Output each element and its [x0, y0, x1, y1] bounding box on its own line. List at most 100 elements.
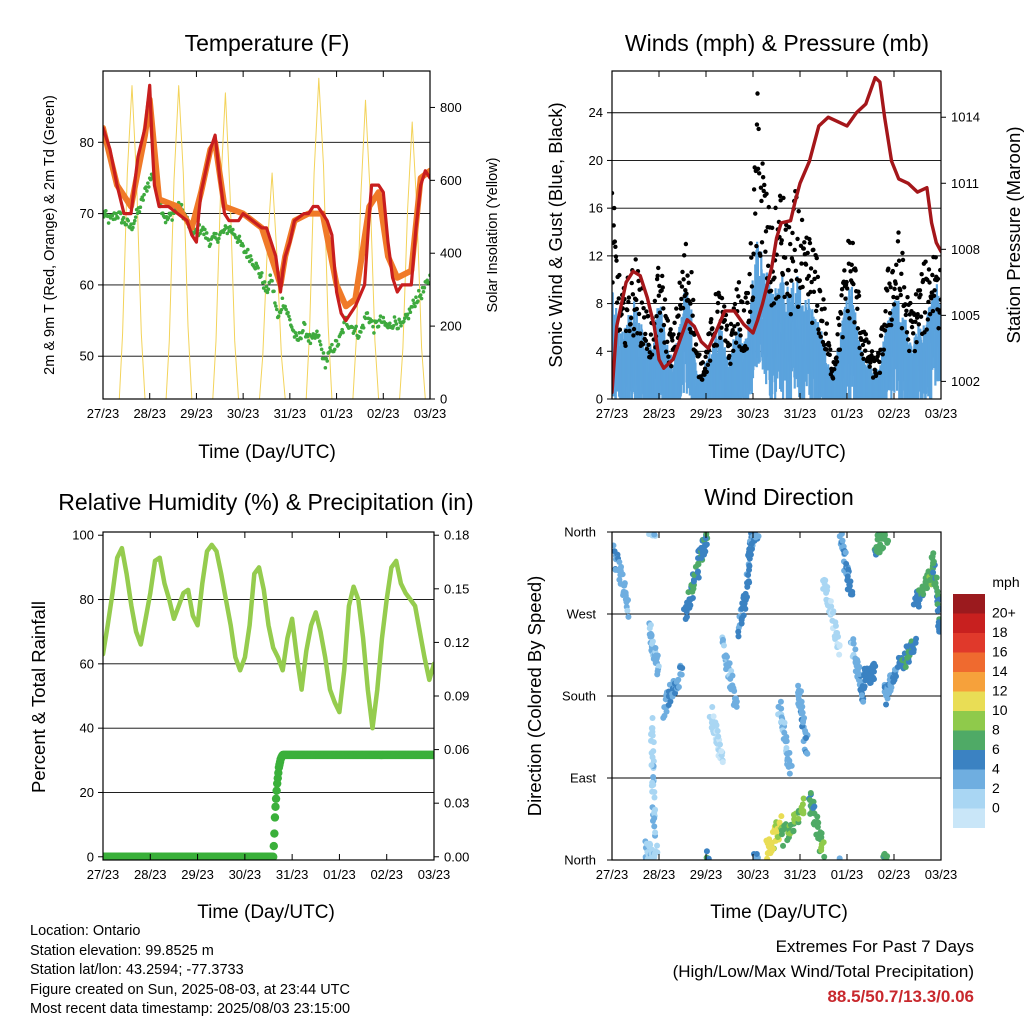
gust-dot	[895, 295, 900, 300]
legend-label: 16	[992, 644, 1008, 660]
chart-title: Wind Direction	[704, 484, 854, 510]
gust-dot	[803, 262, 809, 267]
wind-direction-panel: Wind Direction 27/23 28/23 29/23 30/23 31/23…	[524, 484, 1020, 923]
direction-dot	[778, 705, 785, 712]
direction-dot	[619, 571, 626, 578]
gust-dot	[623, 328, 629, 334]
dew-point-dot	[354, 324, 358, 329]
gust-dot	[903, 302, 908, 307]
dew-point-dot	[142, 192, 146, 197]
gust-dot	[788, 241, 793, 247]
location-text: Location: Ontario	[30, 923, 141, 939]
gust-dot	[824, 321, 830, 326]
x-axis-label: Time (Day/UTC)	[198, 442, 336, 463]
gust-dot	[860, 342, 866, 348]
gust-dot	[904, 308, 909, 313]
precip-dot	[269, 841, 278, 851]
gust-dot	[668, 327, 673, 332]
dew-point-dot	[146, 185, 151, 189]
y2-tick-label: 0.06	[444, 742, 469, 757]
dew-point-dot	[378, 314, 383, 318]
gust-dot	[936, 326, 941, 331]
gust-dot	[821, 342, 827, 348]
direction-dot	[890, 678, 897, 685]
dew-point-dot	[310, 336, 315, 340]
pressure-line	[612, 75, 941, 395]
legend-swatch	[953, 594, 985, 614]
gust-dot	[634, 306, 640, 312]
gust-dot	[705, 362, 711, 368]
gust-dot	[631, 326, 637, 332]
legend-swatch	[953, 691, 985, 711]
y2-tick-label: 0.00	[444, 849, 469, 864]
x-tick-label: 03/23	[925, 406, 958, 421]
dew-point-dot	[116, 216, 120, 220]
gust-dot	[893, 281, 898, 286]
gust-dot	[837, 347, 843, 352]
gust-dot	[895, 239, 901, 244]
gust-dot	[927, 311, 933, 317]
gust-dot	[810, 320, 815, 325]
gust-dot	[747, 309, 753, 315]
gust-dot	[724, 327, 729, 332]
direction-dot	[719, 636, 726, 643]
dew-point-dot	[350, 325, 355, 330]
y2-tick-label: 1011	[951, 176, 979, 191]
temperature-panel: Temperature (F) 27/23 28/23 29/23 30/23 31/2…	[42, 30, 501, 463]
gust-dot	[885, 288, 890, 293]
gust-dot	[811, 247, 816, 253]
dew-point-dot	[359, 330, 363, 334]
gust-dot	[613, 254, 619, 259]
gust-dot	[834, 355, 839, 360]
direction-dot	[648, 633, 655, 640]
direction-dot	[798, 698, 805, 705]
dew-point-dot	[293, 330, 298, 335]
gust-dot	[918, 314, 924, 319]
station-info: Location: Ontario Station elevation: 99.…	[30, 922, 350, 1020]
direction-dot	[856, 671, 863, 678]
gust-dot	[764, 191, 769, 196]
gust-dot	[766, 263, 771, 269]
dew-point-dot	[384, 321, 388, 326]
direction-dot	[795, 815, 802, 822]
direction-dot	[860, 698, 867, 705]
gust-dot	[657, 283, 662, 289]
direction-dot	[788, 762, 795, 769]
gust-dot	[826, 343, 832, 348]
gust-dot	[863, 348, 868, 353]
dew-point-dot	[394, 322, 399, 326]
dew-point-dot	[288, 317, 292, 322]
gust-dot	[644, 346, 650, 352]
direction-dot	[847, 578, 854, 585]
direction-dot	[718, 748, 725, 755]
direction-dot	[709, 703, 716, 710]
y2-tick-label: 0.12	[444, 635, 469, 650]
gust-dot	[859, 352, 865, 357]
plot-frame	[102, 70, 431, 400]
legend-swatch	[953, 711, 985, 731]
gust-dot	[903, 312, 909, 318]
gust-dot	[684, 291, 689, 296]
gust-dot	[896, 230, 901, 235]
gust-dot	[853, 268, 858, 273]
direction-dot	[655, 663, 662, 670]
x-tick-label: 30/23	[737, 406, 770, 421]
x-tick-label: 02/23	[878, 406, 911, 421]
gust-dot	[745, 290, 751, 296]
dew-point-dot	[284, 307, 288, 312]
y2-tick-label: 1002	[951, 374, 980, 389]
gust-dot	[815, 303, 820, 308]
gust-dot	[845, 308, 850, 314]
dew-point-dot	[217, 236, 221, 241]
gust-dot	[782, 294, 787, 300]
dew-point-dot	[118, 211, 123, 216]
gust-dot	[918, 292, 923, 297]
y2-tick-label: 0	[440, 392, 447, 407]
dew-point-dot	[370, 318, 374, 323]
direction-dot	[726, 660, 733, 667]
dew-point-dot	[334, 339, 339, 343]
gust-dot	[745, 300, 750, 305]
temperature-plot-area: 27/23 28/23 29/23 30/23 31/23 01/23 02/23 03/23…	[80, 70, 462, 421]
gust-dot	[777, 193, 783, 199]
gust-dot	[812, 276, 817, 282]
